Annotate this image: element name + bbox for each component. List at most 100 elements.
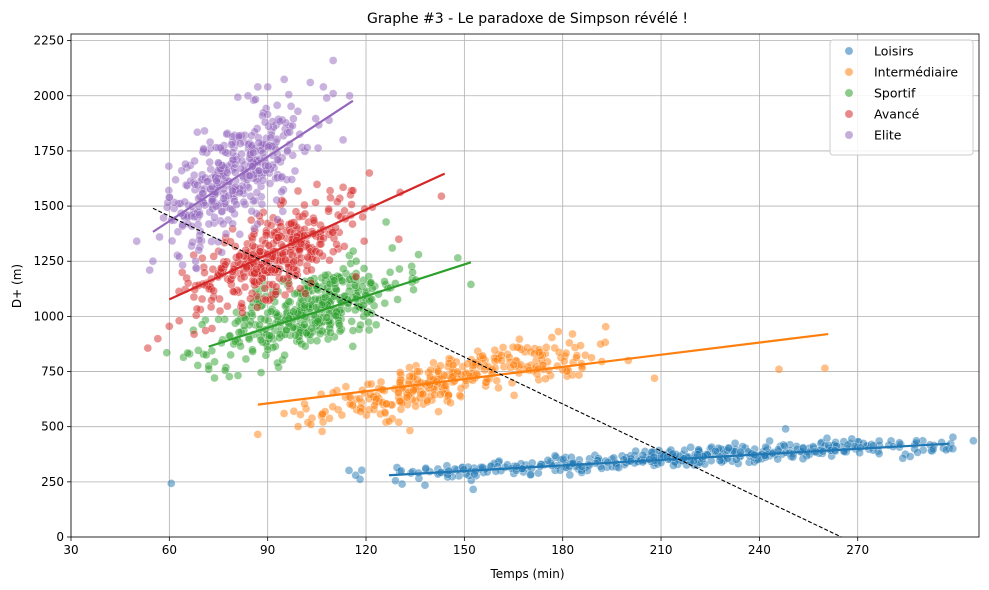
scatter-point-series-4 — [285, 127, 294, 137]
scatter-point-series-3 — [312, 180, 322, 189]
scatter-point-series-2 — [256, 368, 266, 377]
scatter-point-series-3 — [306, 278, 316, 288]
scatter-point-series-2 — [307, 324, 317, 333]
scatter-point-series-2 — [225, 372, 234, 381]
scatter-point-series-1 — [296, 410, 305, 419]
y-tick-label: 250 — [41, 475, 64, 489]
scatter-point-series-3 — [197, 294, 207, 304]
scatter-point-series-3 — [183, 278, 193, 288]
scatter-point-series-4 — [174, 252, 184, 262]
scatter-point-series-2 — [233, 371, 243, 380]
scatter-point-series-4 — [272, 195, 281, 205]
scatter-point-series-4 — [165, 193, 174, 202]
scatter-point-series-3 — [365, 168, 374, 178]
scatter-point-series-2 — [357, 282, 367, 291]
scatter-point-series-4 — [279, 75, 289, 84]
scatter-point-series-4 — [234, 131, 244, 141]
scatter-point-series-2 — [356, 320, 365, 330]
scatter-point-series-2 — [317, 300, 327, 310]
scatter-point-series-4 — [171, 175, 180, 185]
regression-line-series-4 — [152, 99, 354, 233]
scatter-point-series-4 — [247, 131, 256, 140]
scatter-point-series-1 — [384, 416, 394, 426]
scatter-point-series-2 — [364, 325, 374, 335]
scatter-point-series-1 — [507, 378, 517, 388]
scatter-point-series-0 — [760, 451, 770, 460]
scatter-point-series-4 — [167, 236, 177, 246]
scatter-point-series-3 — [280, 290, 290, 300]
y-tick-label: 1250 — [33, 254, 64, 268]
scatter-point-series-4 — [216, 143, 226, 153]
legend-marker — [844, 130, 854, 140]
scatter-point-series-1 — [494, 383, 503, 393]
scatter-point-series-1 — [554, 347, 564, 357]
scatter-point-series-3 — [303, 252, 312, 262]
scatter-point-series-3 — [325, 256, 334, 265]
scatter-point-series-3 — [223, 301, 232, 311]
scatter-point-series-0 — [597, 464, 606, 473]
scatter-point-series-3 — [239, 272, 249, 282]
scatter-point-series-2 — [236, 341, 245, 351]
scatter-point-series-2 — [280, 350, 289, 360]
scatter-point-series-1 — [436, 361, 445, 371]
scatter-point-series-1 — [448, 360, 458, 370]
legend: Loisirs Intermédiaire Sportif Avancé Elite — [829, 39, 974, 156]
scatter-point-series-4 — [205, 157, 214, 167]
scatter-point-series-4 — [319, 82, 328, 92]
scatter-point-series-0 — [912, 436, 921, 446]
scatter-point-series-1 — [509, 360, 518, 370]
scatter-point-series-3 — [261, 295, 270, 305]
scatter-point-series-4 — [293, 107, 303, 116]
scatter-point-series-2 — [351, 256, 361, 266]
scatter-point-series-3 — [237, 299, 246, 308]
y-tick-label: 500 — [41, 420, 64, 434]
scatter-point-series-0 — [765, 436, 774, 446]
scatter-point-series-4 — [217, 207, 227, 216]
scatter-point-series-3 — [267, 265, 276, 275]
scatter-point-series-1 — [356, 407, 365, 416]
scatter-point-series-1 — [418, 389, 428, 399]
y-tick-label: 750 — [41, 365, 64, 379]
scatter-point-series-1 — [413, 367, 422, 376]
scatter-point-series-0 — [565, 470, 575, 480]
scatter-point-series-2 — [347, 317, 356, 326]
scatter-point-series-4 — [247, 141, 257, 150]
scatter-point-series-3 — [165, 322, 174, 331]
scatter-point-series-4 — [210, 213, 219, 222]
scatter-point-series-0 — [773, 454, 782, 464]
y-tick-label: 1000 — [33, 309, 64, 323]
scatter-point-series-3 — [261, 230, 271, 240]
x-tick-label: 90 — [260, 543, 275, 557]
scatter-point-series-4 — [228, 186, 237, 196]
x-tick-label: 180 — [551, 543, 574, 557]
scatter-point-series-4 — [260, 117, 270, 127]
legend-label: Avancé — [874, 107, 920, 122]
overall-trend-line — [152, 207, 842, 538]
scatter-point-series-1 — [565, 338, 574, 348]
scatter-point-series-1 — [463, 359, 472, 368]
scatter-point-series-4 — [311, 114, 320, 123]
plot-frame — [70, 33, 980, 538]
scatter-point-series-2 — [183, 348, 192, 358]
scatter-point-series-2 — [210, 373, 219, 383]
scatter-point-series-4 — [188, 238, 197, 247]
scatter-point-series-4 — [284, 90, 294, 99]
regression-line-series-1 — [257, 332, 829, 406]
legend-label: Loisirs — [874, 44, 914, 59]
scatter-point-series-2 — [366, 278, 376, 287]
scatter-point-series-4 — [338, 135, 348, 145]
scatter-point-series-3 — [326, 193, 335, 203]
scatter-point-series-3 — [358, 212, 367, 222]
scatter-point-series-1 — [541, 374, 550, 384]
scatter-point-series-3 — [215, 306, 225, 316]
scatter-point-series-4 — [251, 95, 260, 104]
scatter-point-series-3 — [328, 247, 338, 256]
regression-line-series-2 — [208, 261, 472, 348]
scatter-point-series-2 — [414, 250, 423, 259]
legend-marker — [844, 67, 854, 77]
scatter-point-series-4 — [313, 143, 323, 153]
scatter-point-series-4 — [191, 256, 200, 266]
scatter-point-series-3 — [340, 242, 349, 251]
scatter-point-series-1 — [341, 382, 351, 391]
